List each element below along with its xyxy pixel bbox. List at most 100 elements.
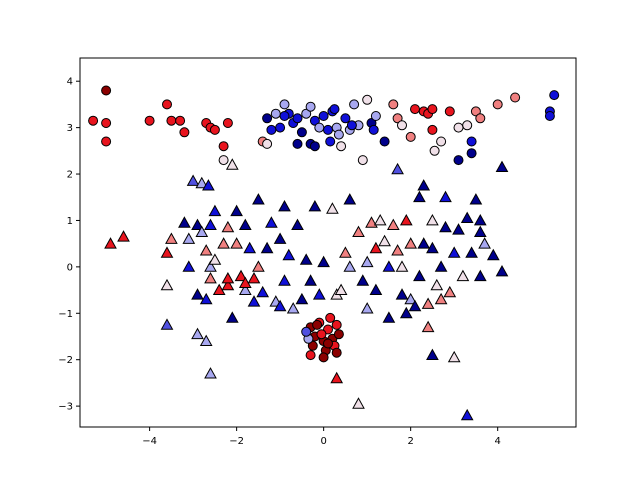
scatter-point-circle [453, 122, 464, 133]
scatter-point-triangle [378, 234, 391, 247]
scatter-point-circle [101, 136, 112, 147]
scatter-point-triangle [182, 260, 196, 272]
scatter-point-triangle [238, 283, 252, 295]
scatter-point-triangle [295, 292, 309, 305]
scatter-point-triangle [417, 179, 431, 191]
scatter-point-circle [346, 120, 357, 131]
scatter-point-triangle [273, 232, 287, 244]
scatter-point-circle [144, 115, 155, 126]
scatter-point-circle [436, 136, 447, 147]
axes: −4 −2 0 2 4 −3 −2 −1 0 1 2 3 4 [58, 57, 577, 447]
scatter-point-triangle [208, 204, 222, 217]
scatter-point-triangle [204, 218, 217, 230]
scatter-point-triangle [404, 237, 418, 249]
scatter-point-circle [301, 326, 312, 337]
scatter-point-triangle [230, 237, 243, 249]
scatter-point-circle [475, 113, 486, 124]
scatter-point-circle [340, 113, 351, 124]
scatter-point-triangle [391, 162, 404, 175]
scatter-point-triangle [352, 225, 365, 237]
x-tick-label: 0 [320, 436, 326, 447]
scatter-point-triangle [473, 225, 487, 237]
scatter-point-circle [218, 141, 229, 152]
scatter-point-circle [453, 155, 464, 166]
scatter-point-triangle [360, 302, 374, 314]
scatter-point-triangle [430, 278, 444, 291]
scatter-point-triangle [439, 220, 452, 233]
scatter-point-circle [325, 312, 336, 323]
scatter-point-circle [427, 104, 438, 115]
scatter-point-triangle [343, 193, 357, 205]
scatter-point-triangle [465, 246, 478, 258]
scatter-point-triangle [426, 241, 439, 254]
scatter-point-triangle [278, 199, 291, 212]
scatter-point-triangle [404, 292, 418, 305]
scatter-point-triangle [273, 299, 287, 312]
scatter-point-triangle [225, 311, 239, 323]
scatter-point-triangle [413, 190, 426, 203]
scatter-point-triangle [434, 292, 448, 305]
scatter-point-triangle [299, 253, 313, 265]
scatter-point-circle [279, 99, 290, 110]
scatter-point-triangle [417, 237, 431, 249]
scatter-point-triangle [443, 285, 457, 298]
scatter-point-circle [262, 113, 273, 124]
scatter-point-triangle [208, 253, 222, 265]
scatter-point-circle [323, 124, 333, 135]
scatter-point-triangle [234, 269, 248, 282]
scatter-point-triangle [421, 320, 435, 333]
scatter-point-circle [318, 111, 329, 121]
scatter-point-triangle [304, 274, 317, 286]
scatter-point-circle [166, 115, 177, 126]
scatter-point-circle [410, 104, 420, 115]
scatter-point-triangle [495, 264, 509, 277]
scatter-point-triangle [369, 241, 383, 254]
scatter-point-triangle [426, 348, 439, 360]
scatter-point-circle [333, 329, 344, 340]
scatter-point-circle [405, 131, 416, 142]
scatter-point-circle [331, 347, 342, 358]
y-tick-label: 3 [67, 123, 73, 134]
x-tick-label: 2 [407, 436, 413, 447]
scatter-point-triangle [369, 283, 383, 295]
scatter-point-circle [292, 113, 303, 124]
scatter-point-triangle [238, 276, 252, 288]
scatter-point-triangle [256, 285, 270, 298]
scatter-point-circle [379, 136, 390, 147]
scatter-point-triangle [356, 274, 370, 286]
scatter-point-triangle [265, 216, 278, 228]
scatter-point-triangle [434, 260, 448, 272]
scatter-point-triangle [191, 218, 204, 230]
scatter-point-triangle [460, 408, 474, 421]
scatter-point-triangle [486, 248, 500, 261]
scatter-point-circle [318, 352, 329, 363]
scatter-point-circle [222, 118, 233, 128]
scatter-point-triangle [291, 218, 304, 230]
scatter-point-triangle [247, 295, 261, 307]
scatter-point-circle [162, 99, 172, 110]
scatter-point-triangle [252, 260, 265, 272]
scatter-point-circle [466, 148, 477, 159]
scatter-point-circle [101, 118, 112, 128]
y-tick-label: −2 [58, 355, 73, 366]
scatter-point-circle [388, 99, 399, 110]
scatter-point-circle [368, 124, 379, 135]
scatter-point-circle [549, 90, 560, 101]
scatter-point-circle [279, 111, 290, 121]
scatter-point-circle [309, 115, 320, 126]
scatter-point-triangle [399, 306, 413, 319]
scatter-point-circle [266, 124, 277, 135]
scatter-point-triangle [160, 246, 174, 258]
scatter-point-circle [312, 319, 323, 330]
scatter-point-triangle [456, 269, 470, 282]
scatter-point-triangle [247, 271, 261, 284]
scatter-point-circle [336, 141, 347, 152]
scatter-point-triangle [286, 302, 300, 314]
scatter-point-triangle [230, 204, 243, 217]
scatter-point-triangle [373, 213, 387, 226]
x-tick-label: −4 [142, 436, 157, 447]
scatter-point-circle [292, 138, 303, 149]
scatter-point-triangle [343, 260, 357, 272]
